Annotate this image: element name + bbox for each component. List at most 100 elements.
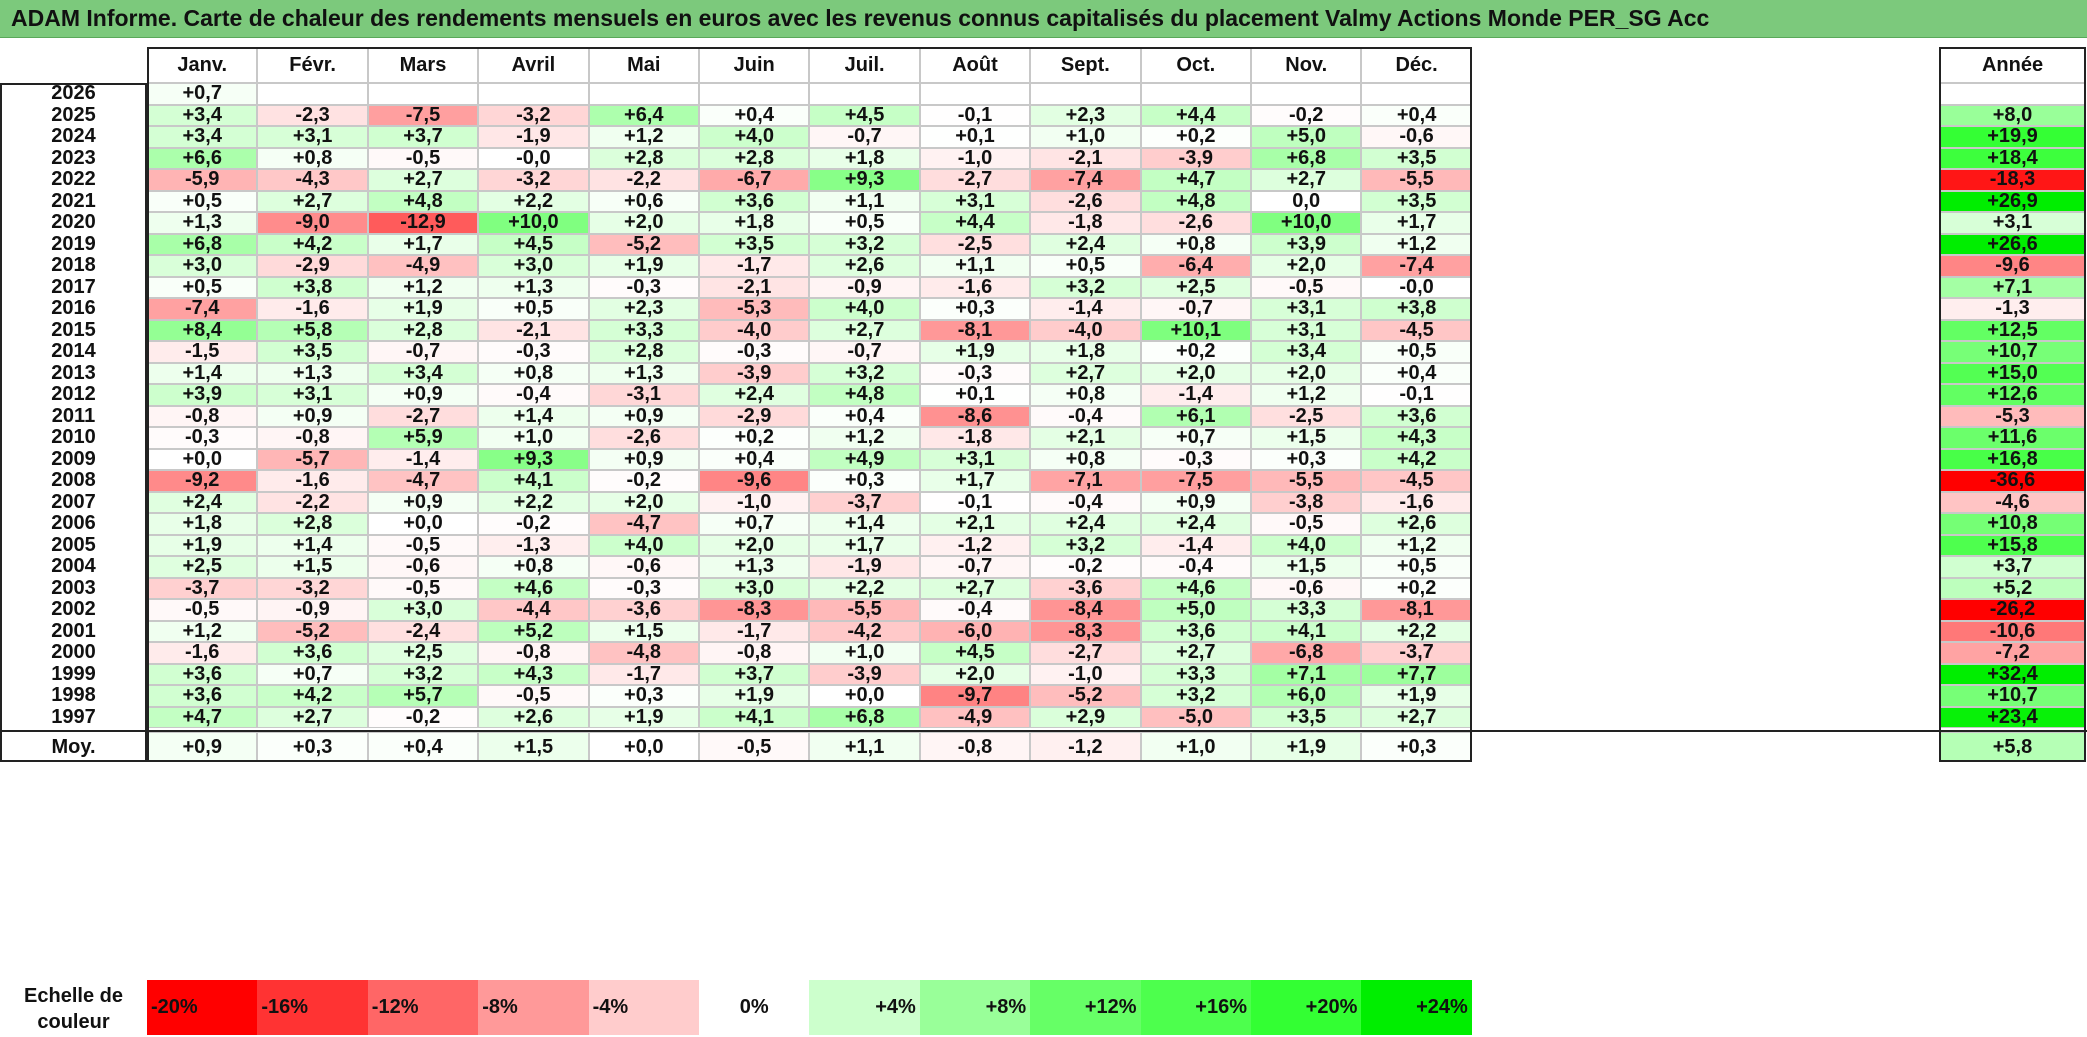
heatmap-cell: -5,0 [1140, 706, 1251, 728]
heatmap-cell: +4,5 [478, 233, 589, 255]
heatmap-cell: +1,9 [588, 706, 699, 728]
heatmap-cell: +2,7 [919, 577, 1031, 599]
heatmap-cell: +3,6 [147, 685, 258, 707]
heatmap-cell: -3,6 [588, 599, 699, 621]
heatmap-cell: -8,1 [919, 319, 1031, 341]
heatmap-cell: +0,9 [588, 405, 699, 427]
heatmap-cell: -2,9 [257, 255, 368, 277]
annual-cell: +7,1 [1939, 276, 2086, 298]
heatmap-cell: -0,8 [478, 642, 589, 664]
heatmap-cell: -7,1 [1030, 470, 1141, 492]
annual-cell: +3,7 [1939, 556, 2086, 578]
heatmap-cell: +1,2 [367, 276, 479, 298]
annual-cell: -18,3 [1939, 169, 2086, 191]
heatmap-cell: -1,6 [1361, 491, 1472, 513]
heatmap-cell: -5,5 [809, 599, 920, 621]
color-scale-step: -8% [478, 980, 589, 1035]
heatmap-cell: +0,2 [1361, 577, 1472, 599]
heatmap-cell: -0,3 [588, 577, 699, 599]
heatmap-cell: -0,4 [1030, 405, 1141, 427]
annual-cell: +26,6 [1939, 233, 2086, 255]
heatmap-cell: -1,4 [1140, 534, 1251, 556]
heatmap-cell: -6,7 [699, 169, 810, 191]
heatmap-cell: +3,2 [809, 233, 920, 255]
heatmap-cell: -8,4 [1030, 599, 1141, 621]
heatmap-cell: -1,6 [147, 642, 258, 664]
heatmap-cell: +1,3 [699, 556, 810, 578]
heatmap-cell: +2,4 [699, 384, 810, 406]
heatmap-cell: +1,5 [588, 620, 699, 642]
heatmap-cell: +6,6 [147, 147, 258, 169]
heatmap-cell: -1,9 [478, 126, 589, 148]
year-label: 2020 [51, 211, 96, 234]
heatmap-cell: -6,8 [1251, 642, 1362, 664]
heatmap-cell: +1,0 [809, 642, 920, 664]
heatmap-cell: +3,8 [257, 276, 368, 298]
heatmap-cell: -3,9 [699, 362, 810, 384]
heatmap-cell: +0,5 [1361, 556, 1472, 578]
heatmap-cell: +0,5 [147, 276, 258, 298]
heatmap-cell: +3,6 [1361, 405, 1472, 427]
heatmap-cell: +2,7 [1140, 642, 1251, 664]
heatmap-cell: +4,6 [478, 577, 589, 599]
heatmap-cell: +2,7 [1251, 169, 1362, 191]
title-bar: ADAM Informe. Carte de chaleur des rende… [0, 0, 2087, 38]
heatmap-cell: -1,4 [1030, 298, 1141, 320]
heatmap-cell [257, 83, 368, 105]
heatmap-cell: +1,3 [147, 212, 258, 234]
heatmap-cell: +3,6 [1140, 620, 1251, 642]
column-header: Août [919, 47, 1031, 83]
heatmap-cell: +3,0 [699, 577, 810, 599]
heatmap-cell [1030, 83, 1141, 105]
heatmap-cell: -1,7 [699, 255, 810, 277]
average-separator [0, 730, 2087, 732]
heatmap-cell: +5,7 [367, 685, 479, 707]
year-label: 2023 [51, 146, 96, 169]
heatmap-cell: +3,1 [919, 448, 1031, 470]
heatmap-cell: -5,7 [257, 448, 368, 470]
heatmap-cell: +1,8 [699, 212, 810, 234]
heatmap-cell: -3,7 [1361, 642, 1472, 664]
heatmap-cell: +4,2 [257, 685, 368, 707]
heatmap-cell: +4,2 [257, 233, 368, 255]
heatmap-cell: +2,5 [1140, 276, 1251, 298]
annual-cell: +23,4 [1939, 706, 2086, 728]
heatmap-cell: -1,7 [588, 663, 699, 685]
heatmap-cell: -0,2 [588, 470, 699, 492]
heatmap-cell: +7,7 [1361, 663, 1472, 685]
color-scale-label-line1: Echelle de [24, 984, 123, 1007]
heatmap-cell: -2,1 [478, 319, 589, 341]
annual-cell: -36,6 [1939, 470, 2086, 492]
column-header: Sept. [1030, 47, 1141, 83]
heatmap-cell: -4,2 [809, 620, 920, 642]
year-label: 2015 [51, 318, 96, 341]
heatmap-cell: +3,3 [1251, 599, 1362, 621]
heatmap-cell: -4,5 [1361, 319, 1472, 341]
year-label: 1998 [51, 684, 96, 707]
heatmap-cell: +0,0 [367, 513, 479, 535]
heatmap-cell: -8,3 [1030, 620, 1141, 642]
annual-cell: -5,3 [1939, 405, 2086, 427]
heatmap-cell: -1,5 [147, 341, 258, 363]
heatmap-cell: -0,6 [1251, 577, 1362, 599]
heatmap-cell: +6,0 [1251, 685, 1362, 707]
heatmap-cell: +1,3 [257, 362, 368, 384]
heatmap-cell: +3,5 [1361, 190, 1472, 212]
year-label: 2014 [51, 340, 96, 363]
heatmap-cell: -2,7 [1030, 642, 1141, 664]
heatmap-cell: +0,3 [919, 298, 1031, 320]
heatmap-cell: -4,5 [1361, 470, 1472, 492]
heatmap-cell: -2,6 [1030, 190, 1141, 212]
heatmap-cell: -0,7 [809, 341, 920, 363]
heatmap-cell: -0,2 [1030, 556, 1141, 578]
heatmap-cell: -2,5 [919, 233, 1031, 255]
color-scale-step: 0% [699, 980, 810, 1035]
heatmap-cell: +1,5 [1251, 427, 1362, 449]
heatmap-cell: -1,8 [919, 427, 1031, 449]
heatmap-cell: +3,0 [478, 255, 589, 277]
heatmap-cell: -3,2 [257, 577, 368, 599]
heatmap-cell: -0,9 [257, 599, 368, 621]
heatmap-cell: -4,3 [257, 169, 368, 191]
heatmap-cell: +0,4 [699, 104, 810, 126]
heatmap-cell: -0,7 [367, 341, 479, 363]
